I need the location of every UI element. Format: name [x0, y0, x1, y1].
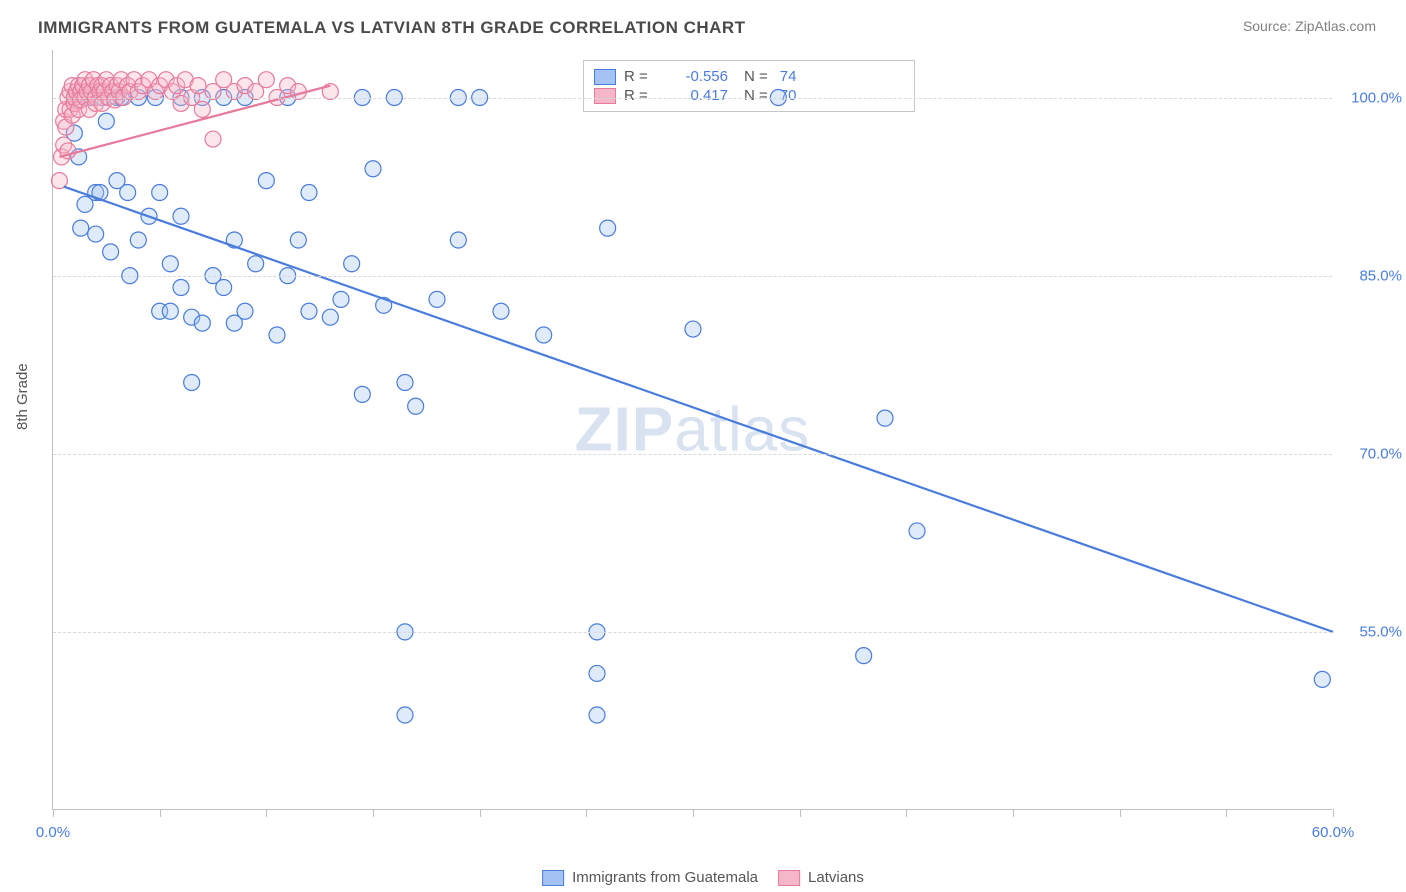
x-tick: [800, 809, 801, 817]
scatter-svg: [53, 50, 1332, 809]
scatter-point: [365, 161, 381, 177]
legend-item-blue: Immigrants from Guatemala: [542, 869, 758, 886]
scatter-point: [162, 303, 178, 319]
scatter-point: [589, 707, 605, 723]
scatter-point: [173, 280, 189, 296]
y-gridline: [53, 632, 1332, 633]
scatter-point: [397, 375, 413, 391]
scatter-point: [216, 280, 232, 296]
scatter-point: [98, 113, 114, 129]
x-tick: [1226, 809, 1227, 817]
x-tick: [373, 809, 374, 817]
scatter-point: [322, 309, 338, 325]
x-tick: [266, 809, 267, 817]
x-tick: [1013, 809, 1014, 817]
scatter-point: [152, 185, 168, 201]
y-gridline: [53, 98, 1332, 99]
scatter-point: [301, 303, 317, 319]
x-tick: [906, 809, 907, 817]
y-axis-label: 8th Grade: [14, 363, 31, 430]
source-attribution: Source: ZipAtlas.com: [1243, 18, 1376, 34]
scatter-point: [173, 208, 189, 224]
scatter-point: [429, 291, 445, 307]
scatter-point: [1314, 671, 1330, 687]
scatter-point: [194, 315, 210, 331]
scatter-point: [184, 375, 200, 391]
scatter-point: [856, 648, 872, 664]
series-legend: Immigrants from Guatemala Latvians: [542, 869, 864, 886]
x-tick: [586, 809, 587, 817]
scatter-point: [103, 244, 119, 260]
scatter-point: [344, 256, 360, 272]
scatter-point: [237, 303, 253, 319]
scatter-point: [909, 523, 925, 539]
scatter-point: [120, 185, 136, 201]
scatter-point: [877, 410, 893, 426]
scatter-point: [397, 707, 413, 723]
chart-plot-area: R = -0.556 N = 74 R = 0.417 N = 70 ZIPat…: [52, 50, 1332, 810]
trend-line: [64, 187, 1333, 632]
chart-title: IMMIGRANTS FROM GUATEMALA VS LATVIAN 8TH…: [38, 18, 746, 38]
scatter-point: [73, 220, 89, 236]
x-tick: [480, 809, 481, 817]
scatter-point: [493, 303, 509, 319]
y-gridline: [53, 276, 1332, 277]
y-tick-label: 55.0%: [1359, 623, 1402, 640]
scatter-point: [450, 232, 466, 248]
legend-swatch-blue: [542, 870, 564, 886]
scatter-point: [248, 256, 264, 272]
x-tick-label: 60.0%: [1312, 824, 1355, 841]
scatter-point: [269, 327, 285, 343]
x-tick-label: 0.0%: [36, 824, 70, 841]
scatter-point: [162, 256, 178, 272]
legend-label-blue: Immigrants from Guatemala: [572, 869, 758, 886]
scatter-point: [290, 232, 306, 248]
legend-label-pink: Latvians: [808, 869, 864, 886]
scatter-point: [408, 398, 424, 414]
scatter-point: [205, 131, 221, 147]
scatter-point: [301, 185, 317, 201]
scatter-point: [589, 665, 605, 681]
scatter-point: [354, 386, 370, 402]
scatter-point: [258, 72, 274, 88]
scatter-point: [88, 226, 104, 242]
scatter-point: [600, 220, 616, 236]
scatter-point: [190, 78, 206, 94]
x-tick: [693, 809, 694, 817]
scatter-point: [194, 101, 210, 117]
legend-item-pink: Latvians: [778, 869, 864, 886]
y-tick-label: 85.0%: [1359, 267, 1402, 284]
x-tick: [53, 809, 54, 817]
scatter-point: [333, 291, 349, 307]
x-tick: [1333, 809, 1334, 817]
scatter-point: [536, 327, 552, 343]
legend-swatch-pink: [778, 870, 800, 886]
scatter-point: [258, 173, 274, 189]
y-gridline: [53, 454, 1332, 455]
x-tick: [1120, 809, 1121, 817]
y-tick-label: 70.0%: [1359, 445, 1402, 462]
y-tick-label: 100.0%: [1351, 89, 1402, 106]
scatter-point: [130, 232, 146, 248]
scatter-point: [685, 321, 701, 337]
x-tick: [160, 809, 161, 817]
